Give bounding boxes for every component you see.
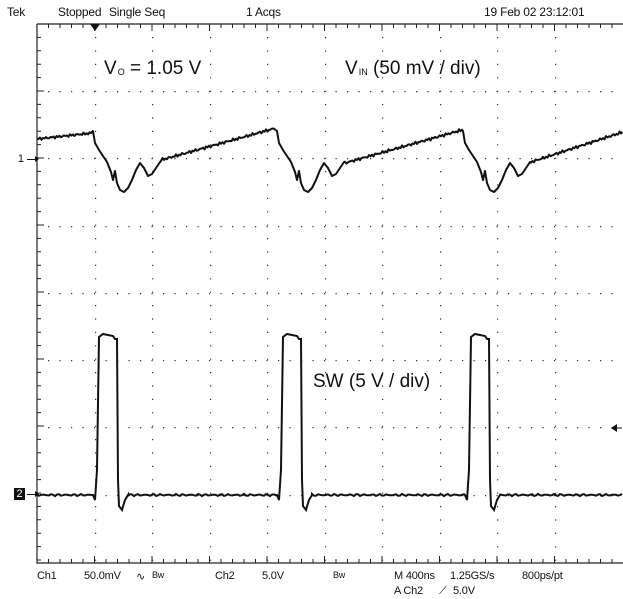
ch1-coupling-icon: ∿: [136, 571, 146, 583]
acquisition-mode: Single Seq: [109, 5, 166, 19]
ch1-bandwidth: Bw: [152, 570, 165, 580]
ch2-label: Ch2: [215, 570, 235, 582]
output-voltage-label: VO = 1.05 V: [104, 58, 202, 79]
trigger-position-icon: [90, 24, 100, 31]
trigger-source: A Ch2: [394, 585, 423, 597]
trigger-level-icon: [611, 424, 622, 432]
sw-trace: [36, 332, 623, 513]
ch2-scale: 5.0V: [262, 570, 284, 582]
sample-rate: 1.25GS/s: [450, 570, 495, 582]
channel-2-marker: 2: [6, 488, 39, 502]
trigger-slope-icon: ⟋: [439, 585, 447, 597]
channel-1-marker: 1: [6, 153, 39, 167]
vin-trace: [36, 127, 623, 193]
ch1-scale: 50.0mV: [84, 570, 121, 582]
status-bar: Tek Stopped Single Seq 1 Acqs 19 Feb 02 …: [0, 2, 623, 20]
timestamp: 19 Feb 02 23:12:01: [484, 5, 585, 19]
acquisition-state: Stopped: [58, 5, 102, 19]
switch-node-label: SW (5 V / div): [313, 371, 431, 392]
trigger-level: 5.0V: [453, 585, 475, 597]
record-resolution: 800ps/pt: [522, 570, 563, 582]
settings-readout: Ch1 50.0mV ∿ Bw Ch2 5.0V Bw M 400ns 1.25…: [0, 566, 623, 599]
input-voltage-label: VIN (50 mV / div): [345, 58, 481, 79]
ch1-label: Ch1: [37, 570, 57, 582]
timebase: M 400ns: [394, 570, 435, 582]
acquisition-count: 1 Acqs: [246, 5, 281, 19]
graticule: [36, 23, 623, 564]
ch2-bandwidth: Bw: [333, 570, 346, 580]
brand-label: Tek: [7, 5, 26, 19]
